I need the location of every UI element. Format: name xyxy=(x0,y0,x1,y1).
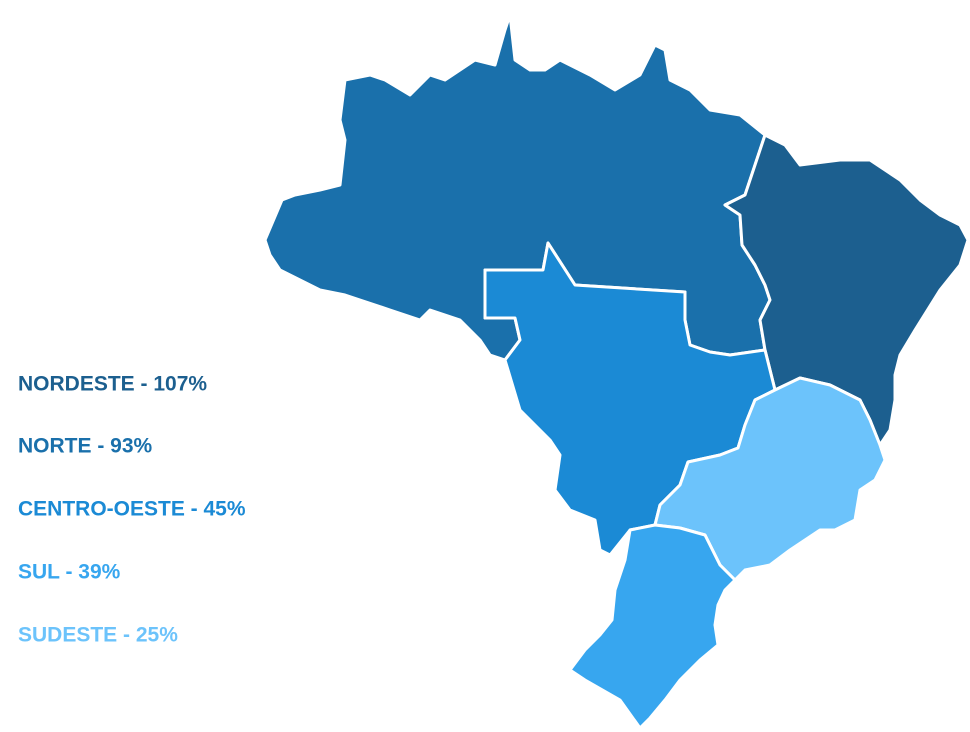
legend-item: SUL - 39% xyxy=(18,561,121,584)
region-sudeste xyxy=(653,376,887,582)
legend-item: NORTE - 93% xyxy=(18,435,153,458)
legend-item: SUDESTE - 25% xyxy=(18,624,178,647)
legend-item: CENTRO-OESTE - 45% xyxy=(18,498,246,521)
region-sul xyxy=(568,523,737,730)
legend-item: NORDESTE - 107% xyxy=(18,373,207,396)
